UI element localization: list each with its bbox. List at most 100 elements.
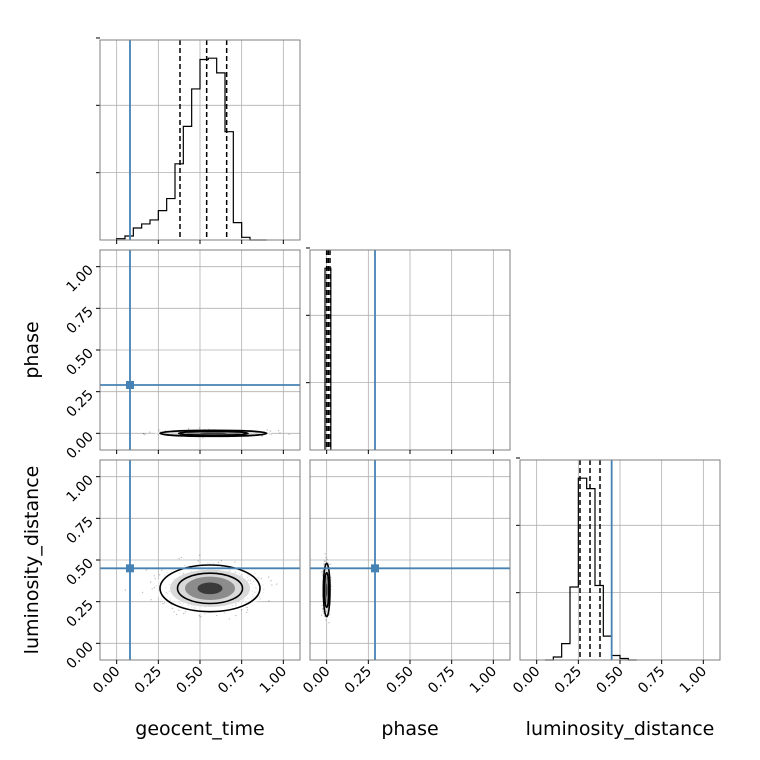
x-tick-label: 0.25 [552, 664, 585, 697]
sample-point [161, 569, 163, 571]
sample-point [145, 569, 148, 571]
sample-point [151, 588, 153, 590]
sample-point [178, 609, 180, 611]
density-level [200, 432, 227, 435]
sample-point [150, 599, 152, 601]
sample-point [268, 600, 270, 602]
x-axis-label-luminosity_distance: luminosity_distance [526, 718, 715, 740]
sample-point [330, 563, 332, 565]
sample-point [235, 614, 237, 617]
sample-point [266, 429, 268, 431]
sample-point [197, 560, 199, 562]
density-level [197, 582, 223, 595]
panel-luminosity_distance-luminosity_distance [516, 457, 720, 661]
panel-phase-phase [306, 247, 510, 450]
x-tick-label: 0.25 [132, 664, 165, 697]
x-tick-label: 0.50 [173, 664, 206, 697]
sample-point [142, 432, 145, 435]
contour [322, 562, 331, 618]
y-tick-label: 0.25 [63, 387, 96, 420]
sample-point [171, 607, 174, 610]
sample-point [144, 434, 146, 436]
density-level [325, 583, 328, 597]
sample-point [326, 558, 328, 561]
sample-point [158, 429, 160, 431]
sample-point [234, 561, 236, 563]
sample-point [153, 586, 156, 589]
sample-point [200, 616, 202, 618]
sample-point [153, 575, 155, 577]
sample-point [175, 613, 178, 616]
contour [323, 571, 330, 609]
sample-point [154, 577, 156, 580]
sample-point [228, 618, 231, 620]
x-tick-label: 0.00 [510, 664, 543, 697]
y-tick-label: 0.75 [63, 514, 96, 547]
x-tick-label: 1.00 [467, 664, 500, 697]
sample-point [198, 427, 201, 429]
x-axis-label-phase: phase [381, 718, 438, 740]
sample-point [328, 622, 330, 624]
sample-point [184, 611, 187, 613]
sample-point [220, 560, 223, 562]
y-tick-label: 0.00 [63, 639, 96, 672]
sample-point [322, 611, 324, 613]
sample-point [162, 603, 164, 605]
sample-point [261, 435, 263, 437]
x-tick-label: 0.25 [342, 664, 375, 697]
sample-point [325, 619, 327, 621]
sample-point [270, 579, 272, 582]
truth-marker [126, 381, 134, 389]
sample-point [158, 574, 161, 576]
panel-luminosity_distance-geocent_time [100, 460, 300, 660]
contour [159, 564, 261, 613]
panel-geocent_time-geocent_time [96, 37, 300, 241]
y-tick-label: 0.25 [63, 597, 96, 630]
y-axis-label-luminosity_distance: luminosity_distance [21, 466, 43, 655]
sample-point [124, 589, 127, 591]
sample-point [321, 604, 323, 607]
sample-point [325, 556, 327, 559]
x-tick-label: 0.50 [383, 664, 416, 697]
sample-point [288, 433, 290, 436]
sample-point [199, 554, 201, 557]
sample-point [322, 570, 324, 573]
sample-point [328, 563, 330, 566]
sample-point [320, 571, 323, 573]
x-tick-label: 0.00 [90, 664, 123, 697]
sample-point [180, 556, 183, 559]
contour [177, 430, 249, 437]
y-tick-label: 0.50 [63, 556, 96, 589]
sample-point [322, 608, 324, 610]
sample-point [323, 560, 326, 563]
x-axis-label-geocent_time: geocent_time [135, 718, 264, 740]
sample-point [321, 573, 324, 575]
sample-point [198, 615, 201, 617]
sample-point [217, 561, 220, 564]
x-tick-label: 1.00 [257, 664, 290, 697]
contour [176, 572, 244, 605]
sample-point [320, 614, 323, 616]
sample-point [183, 612, 185, 615]
truth-marker [126, 564, 134, 573]
sample-point [271, 584, 273, 586]
x-tick-label: 0.75 [215, 664, 248, 697]
x-tick-label: 1.00 [677, 664, 710, 697]
sample-point [149, 431, 151, 433]
contour [159, 429, 268, 438]
sample-point [267, 576, 270, 578]
x-tick-label: 0.00 [300, 664, 333, 697]
sample-point [149, 581, 152, 583]
sample-point [276, 583, 278, 585]
sample-point [324, 553, 326, 555]
panel-phase-geocent_time [100, 250, 300, 450]
sample-point [202, 437, 204, 439]
sample-point [143, 432, 145, 435]
sample-point [178, 558, 180, 560]
histogram-luminosity_distance [545, 477, 637, 661]
sample-point [245, 611, 248, 614]
sample-point [323, 563, 325, 565]
y-tick-label: 0.00 [63, 429, 96, 462]
sample-point [328, 613, 331, 615]
